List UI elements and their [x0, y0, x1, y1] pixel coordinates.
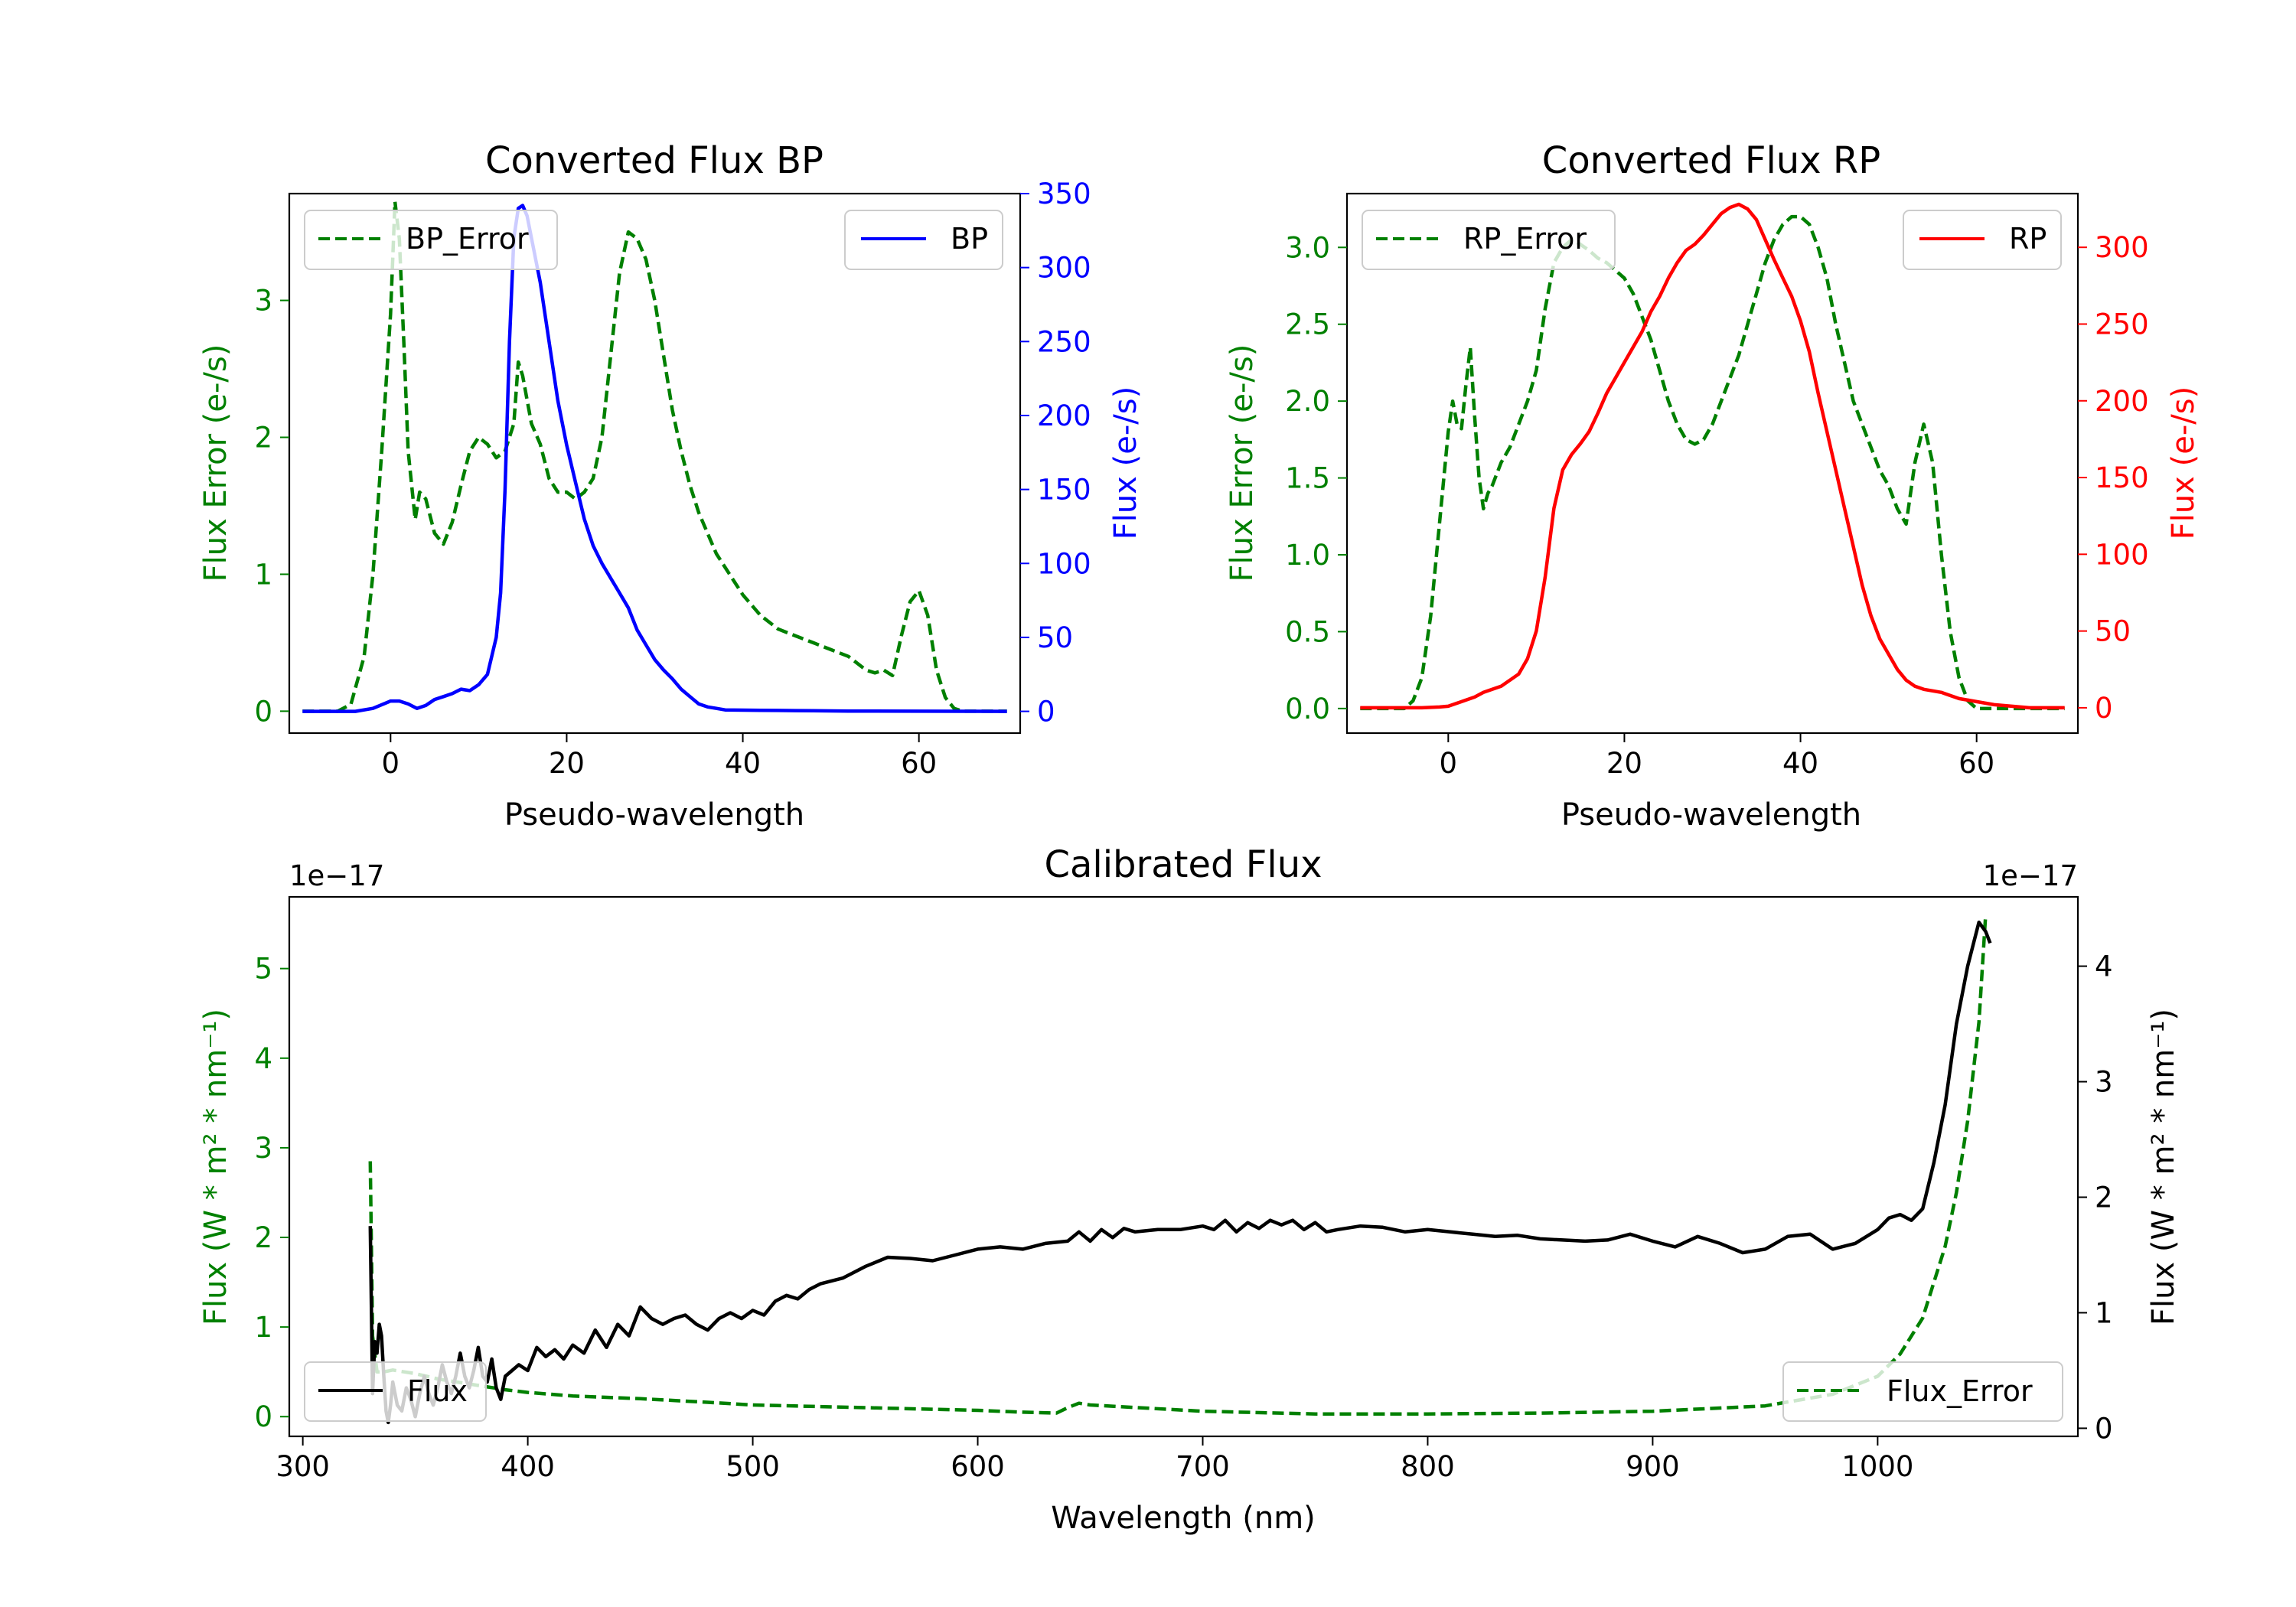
rp-ytick-right-label: 50: [2095, 615, 2131, 648]
cal-ylabel-right: Flux (W * m² * nm⁻¹): [2146, 1009, 2181, 1325]
cal-ytick-label: 5: [254, 953, 272, 986]
bp-xtick-label: 40: [725, 747, 761, 780]
rp-xtick-label: 0: [1440, 747, 1458, 780]
cal-ytick-label: 2: [254, 1221, 272, 1254]
rp-ytick-label: 0.0: [1285, 693, 1330, 725]
bp-y-ticks: 0 1 2 3: [254, 285, 289, 728]
cal-xtick-label: 800: [1401, 1450, 1455, 1483]
rp-xlabel: Pseudo-wavelength: [1561, 797, 1861, 833]
bp-ytick-right-label: 50: [1037, 621, 1073, 654]
bp-ylabel: Flux Error (e-/s): [198, 344, 233, 582]
bp-ytick-right-label: 150: [1037, 474, 1091, 507]
bp-ytick-label: 1: [254, 558, 272, 591]
cal-offset-right: 1e−17: [1983, 859, 2078, 892]
rp-ylabel-right: Flux (e-/s): [2166, 386, 2201, 539]
rp-legend-flux: RP: [1903, 210, 2062, 270]
bp-ytick-label: 2: [254, 422, 272, 455]
bp-axes-frame: [288, 192, 1022, 735]
bp-ytick-right-label: 350: [1037, 178, 1091, 210]
cal-axes-frame: [288, 895, 2079, 1438]
bp-xtick-label: 0: [382, 747, 400, 780]
rp-xtick-label: 20: [1606, 747, 1642, 780]
cal-legend-flux-label: Flux: [407, 1374, 468, 1408]
bp-legend-flux-label: BP: [951, 222, 988, 256]
cal-ytick-label: 3: [254, 1132, 272, 1165]
bp-legend-error: BP_Error: [304, 210, 558, 270]
bp-xtick-label: 60: [901, 747, 937, 780]
panel-calibrated: Calibrated Flux 1e−17 1e−17 300 400 500 600…: [198, 843, 2181, 1536]
cal-offset-left: 1e−17: [289, 859, 384, 892]
cal-ylabel: Flux (W * m² * nm⁻¹): [198, 1009, 233, 1325]
rp-legend-error-label: RP_Error: [1463, 222, 1587, 256]
cal-y-ticks: 0 1 2 3 4 5: [254, 953, 289, 1433]
bp-ytick-right-label: 100: [1037, 547, 1091, 580]
bp-legend-error-label: BP_Error: [406, 222, 529, 256]
cal-ytick-label: 1: [254, 1311, 272, 1344]
rp-xtick-label: 40: [1782, 747, 1818, 780]
bp-xlabel: Pseudo-wavelength: [504, 797, 804, 833]
bp-ytick-label: 0: [254, 695, 272, 728]
rp-y-ticks-right: 0 50 100 150 200 250 300: [2078, 231, 2149, 725]
rp-legend-error: RP_Error: [1362, 210, 1616, 270]
bp-series-bp: [302, 204, 1007, 713]
rp-axes-frame: [1345, 192, 2079, 735]
cal-xtick-label: 700: [1176, 1450, 1230, 1483]
cal-ytick-right-label: 0: [2095, 1412, 2113, 1445]
cal-xtick-label: 900: [1626, 1450, 1680, 1483]
cal-xtick-label: 1000: [1841, 1450, 1913, 1483]
bp-ytick-right-label: 0: [1037, 696, 1055, 729]
rp-series-rp-error: [1360, 214, 2065, 711]
bp-y-ticks-right: 0 50 100 150 200 250 300 350: [1020, 178, 1091, 729]
rp-ytick-label: 0.5: [1285, 615, 1330, 648]
bp-x-ticks: 0 20 40 60: [382, 733, 937, 780]
cal-y-ticks-right: 0 1 2 3 4: [2078, 950, 2113, 1445]
rp-ytick-label: 3.0: [1285, 231, 1330, 264]
panel-rp: Converted Flux RP 0 20 40 60 0.0 0.5 1.0 1.5 2.…: [1225, 139, 2201, 833]
rp-series-rp: [1360, 202, 2065, 710]
rp-y-ticks: 0.0 0.5 1.0 1.5 2.0 2.5 3.0: [1285, 231, 1347, 725]
cal-ytick-right-label: 4: [2095, 950, 2113, 983]
cal-legend-flux: Flux: [304, 1361, 487, 1422]
cal-legend-error-label: Flux_Error: [1887, 1374, 2033, 1408]
cal-xtick-label: 600: [951, 1450, 1005, 1483]
rp-ytick-right-label: 200: [2095, 385, 2149, 418]
cal-ytick-label: 0: [254, 1400, 272, 1433]
rp-ytick-right-label: 250: [2095, 308, 2149, 341]
rp-title: Converted Flux RP: [1542, 139, 1880, 182]
cal-xtick-label: 300: [276, 1450, 330, 1483]
bp-xtick-label: 20: [549, 747, 585, 780]
rp-ytick-label: 2.0: [1285, 385, 1330, 418]
rp-ytick-right-label: 300: [2095, 231, 2149, 264]
rp-ytick-label: 1.0: [1285, 539, 1330, 572]
cal-xtick-label: 500: [726, 1450, 780, 1483]
cal-x-ticks: 300 400 500 600 700 800 900 1000: [276, 1436, 1913, 1483]
bp-legend-flux: BP: [844, 210, 1003, 270]
cal-legend-error: Flux_Error: [1782, 1361, 2063, 1422]
cal-ytick-right-label: 1: [2095, 1296, 2113, 1329]
rp-ytick-right-label: 0: [2095, 692, 2113, 725]
rp-legend-flux-label: RP: [2009, 222, 2047, 256]
bp-ytick-right-label: 200: [1037, 399, 1091, 432]
rp-ytick-label: 2.5: [1285, 308, 1330, 341]
bp-ytick-label: 3: [254, 285, 272, 318]
bp-series-bp-error: [302, 200, 1007, 713]
bp-title: Converted Flux BP: [485, 139, 823, 182]
rp-x-ticks: 0 20 40 60: [1440, 733, 1994, 780]
cal-title: Calibrated Flux: [1044, 843, 1322, 886]
cal-xlabel: Wavelength (nm): [1051, 1501, 1316, 1536]
bp-ytick-right-label: 300: [1037, 252, 1091, 285]
rp-ytick-right-label: 100: [2095, 538, 2149, 571]
panel-bp: Converted Flux BP 0 20 40 60 0 1 2 3 0 50 100 150…: [198, 139, 1143, 833]
rp-ytick-right-label: 150: [2095, 461, 2149, 494]
rp-xtick-label: 60: [1958, 747, 1994, 780]
cal-ytick-label: 4: [254, 1042, 272, 1075]
rp-ytick-label: 1.5: [1285, 462, 1330, 495]
rp-ylabel: Flux Error (e-/s): [1225, 344, 1260, 582]
cal-ytick-right-label: 3: [2095, 1066, 2113, 1099]
cal-xtick-label: 400: [501, 1450, 555, 1483]
bp-ylabel-right: Flux (e-/s): [1108, 386, 1143, 539]
cal-ytick-right-label: 2: [2095, 1182, 2113, 1214]
bp-ytick-right-label: 250: [1037, 325, 1091, 358]
